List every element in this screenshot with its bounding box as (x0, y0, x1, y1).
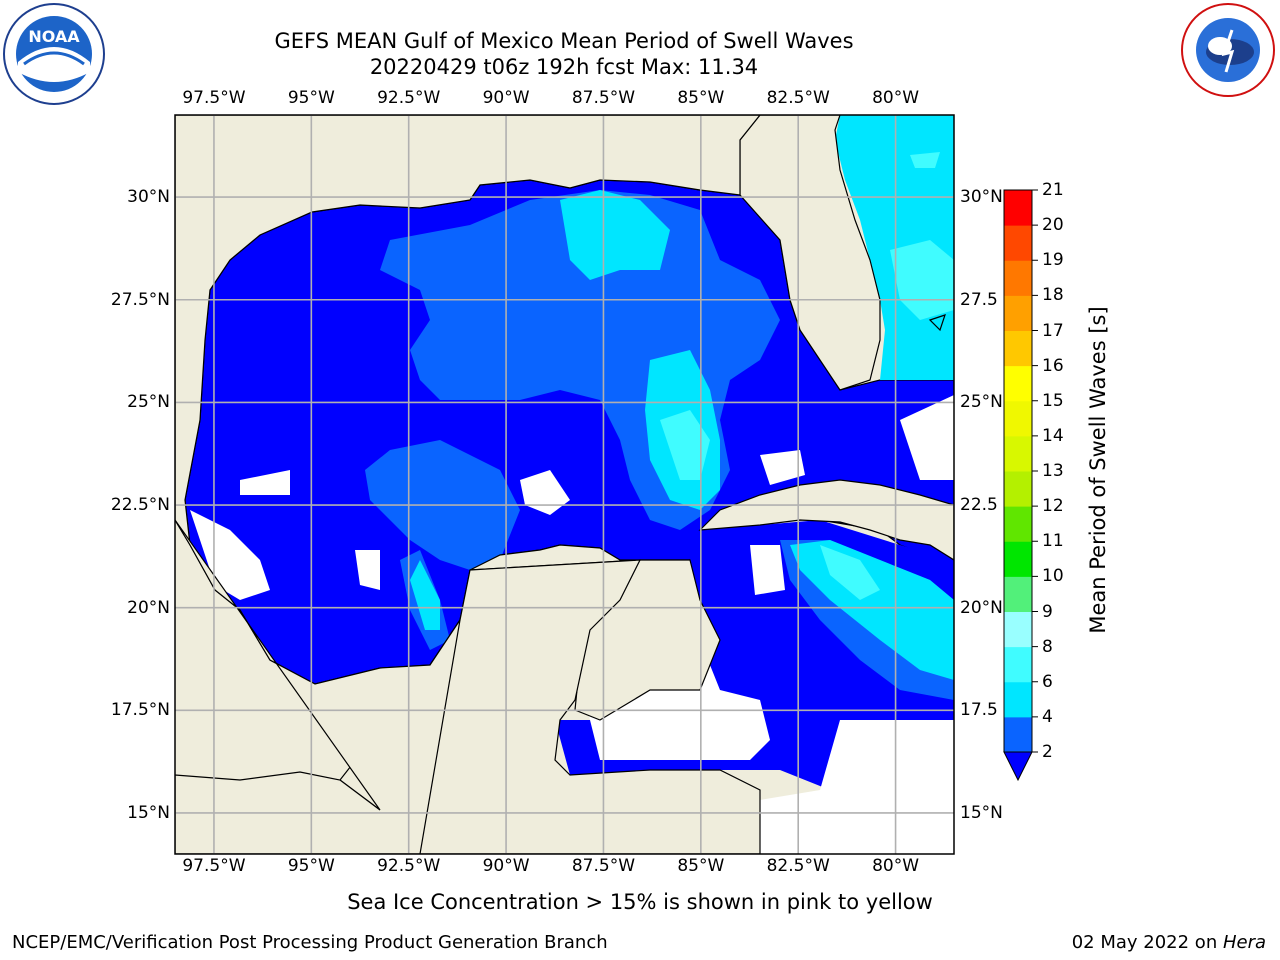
lon-tick-bottom: 85°W (677, 856, 725, 876)
footer-date-text: 02 May 2022 on (1071, 932, 1223, 953)
colorbar-tick-label: 9 (1042, 601, 1053, 622)
colorbar-tick-label: 14 (1042, 425, 1064, 446)
footer-host: Hera (1222, 932, 1266, 953)
lat-tick-right: 20°N (960, 597, 1003, 618)
colorbar-tick-label: 17 (1042, 320, 1064, 341)
colorbar-tick-label: 18 (1042, 285, 1064, 306)
lat-tick-right: 15°N (960, 802, 1003, 823)
colorbar-tick-label: 20 (1042, 215, 1064, 236)
colorbar-segment (1004, 295, 1032, 331)
colorbar-segment (1004, 190, 1032, 226)
colorbar-tick-label: 15 (1042, 390, 1064, 411)
lon-tick-bottom: 92.5°W (377, 856, 441, 876)
colorbar-segment (1004, 506, 1032, 542)
lat-tick-left: 25°N (127, 392, 170, 413)
map-plot-area (175, 115, 954, 854)
nws-logo-icon (1181, 3, 1275, 97)
lon-tick-bottom: 87.5°W (571, 856, 636, 876)
colorbar-tick-label: 6 (1042, 671, 1053, 692)
lat-tick-left: 15°N (127, 802, 170, 823)
colorbar-segment (1004, 435, 1032, 472)
colorbar-segment (1004, 681, 1032, 718)
footer-date: 02 May 2022 on Hera (1072, 932, 1266, 953)
lon-tick-top: 82.5°W (766, 88, 830, 108)
lon-tick-bottom: 80°W (872, 856, 920, 876)
lon-tick-bottom: 95°W (287, 856, 335, 876)
mexico-coast-land (175, 519, 461, 854)
lon-tick-top: 95°W (287, 88, 335, 108)
lat-tick-right: 25°N (960, 392, 1003, 413)
lat-tick-left: 30°N (127, 187, 170, 208)
chart-subtitle: 20220429 t06z 192h fcst Max: 11.34 (369, 55, 759, 79)
lat-tick-left: 22.5°N (110, 495, 170, 516)
colorbar-segment (1004, 225, 1032, 261)
colorbar-tick-label: 21 (1042, 180, 1064, 200)
lat-tick-left: 20°N (127, 597, 170, 618)
colorbar (1003, 189, 1038, 782)
colorbar-tick-label: 19 (1042, 250, 1064, 271)
colorbar-segment (1004, 471, 1032, 507)
lat-tick-right: 22.5 (960, 495, 998, 516)
colorbar-tick-label: 2 (1042, 742, 1053, 762)
colorbar-tick-label: 13 (1042, 461, 1064, 481)
footer-credit: NCEP/EMC/Verification Post Processing Pr… (12, 932, 608, 953)
cuba-land (698, 479, 954, 561)
lon-tick-bottom: 97.5°W (182, 856, 246, 876)
lon-tick-bottom: 82.5°W (766, 856, 830, 876)
colorbar-segment (1004, 611, 1032, 648)
colorbar-segment (1004, 541, 1032, 577)
colorbar-segment (1004, 576, 1032, 612)
lon-tick-top: 87.5°W (571, 88, 636, 108)
lat-tick-left: 17.5°N (110, 700, 170, 721)
colorbar-tick-label: 8 (1042, 636, 1053, 657)
sea-ice-note: Sea Ice Concentration > 15% is shown in … (347, 890, 933, 914)
colorbar-segment (1004, 365, 1032, 402)
colorbar-tick-label: 12 (1042, 496, 1064, 517)
colorbar-segment (1004, 330, 1032, 367)
chart-title: GEFS MEAN Gulf of Mexico Mean Period of … (274, 29, 854, 53)
lon-tick-top: 85°W (677, 88, 725, 108)
colorbar-tick-label: 10 (1042, 566, 1064, 587)
colorbar-segment (1004, 646, 1032, 683)
florida-land (739, 115, 881, 391)
map-frame (174, 114, 955, 855)
colorbar-tick-label: 16 (1042, 355, 1064, 376)
lon-tick-top: 80°W (872, 88, 920, 108)
colorbar-segment (1004, 716, 1032, 753)
lat-tick-right: 17.5 (960, 700, 998, 721)
colorbar-segment (1004, 260, 1032, 296)
swell-band-6s (560, 190, 670, 280)
lat-tick-left: 27.5°N (110, 289, 170, 310)
noaa-logo-text: NOAA (28, 27, 80, 46)
lat-tick-right: 27.5 (960, 289, 998, 310)
graticule (175, 115, 954, 854)
lon-tick-top: 92.5°W (377, 88, 441, 108)
colorbar-label: Mean Period of Swell Waves [s] (1086, 306, 1110, 634)
lon-tick-top: 90°W (482, 88, 530, 108)
noaa-logo-icon: NOAA (3, 3, 105, 105)
lon-tick-bottom: 90°W (482, 856, 530, 876)
colorbar-segment (1004, 400, 1032, 437)
lon-tick-top: 97.5°W (182, 88, 246, 108)
lat-tick-right: 30°N (960, 187, 1003, 208)
colorbar-tick-label: 11 (1042, 531, 1064, 552)
colorbar-underflow-arrow (1003, 751, 1033, 782)
colorbar-tick-label: 4 (1042, 706, 1053, 727)
